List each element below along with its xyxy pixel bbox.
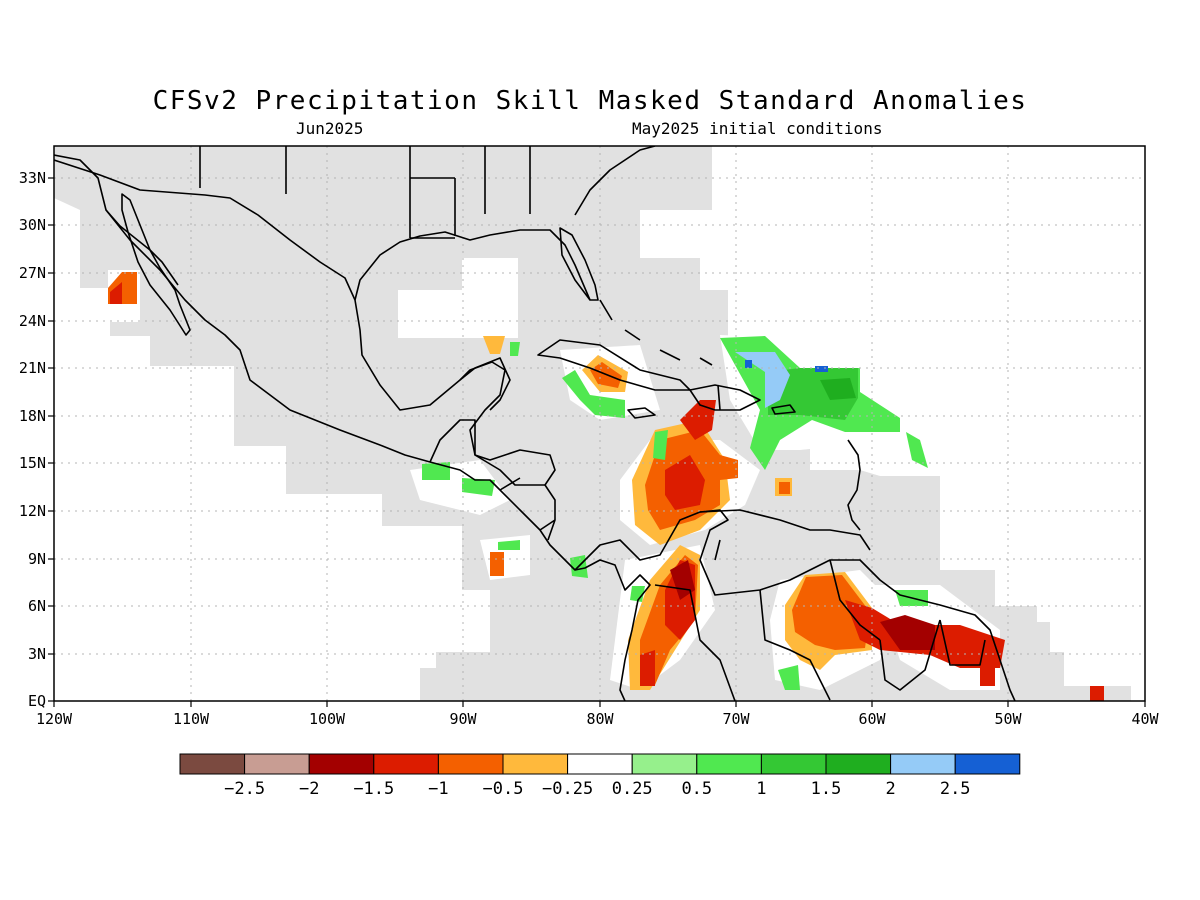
lat-label: 30N [19,216,46,234]
lon-label: 70W [722,710,750,728]
venezuela-coast [699,509,871,561]
us-mexico-border [54,159,356,301]
colorbar-swatch [890,753,956,775]
initial-conditions: May2025 initial conditions [632,119,883,138]
longitude-labels: 120W 110W 100W 90W 80W 70W 60W 50W 40W [36,710,1160,728]
colorbar-label: 2.5 [940,779,971,799]
colorbar-label: 0.25 [612,779,653,799]
jamaica [627,407,656,419]
colorbar-swatch [567,753,633,775]
gulf-coast-mexico [354,229,591,301]
lat-label: 18N [19,407,46,425]
colorbar-swatch [373,753,439,775]
lat-label: EQ [28,692,46,710]
lon-label: 90W [449,710,477,728]
lat-label: 9N [28,550,46,568]
colorbar-label: −2 [299,779,319,799]
colorbar-label: −2.5 [224,779,265,799]
lat-label: 27N [19,264,46,282]
us-states [199,146,531,239]
central-america-borders [474,454,556,531]
us-east-coast [574,146,656,216]
lat-label: 15N [19,454,46,472]
negative-anomalies [108,272,1104,701]
florida [559,227,599,301]
south-america-borders [654,559,986,701]
coastlines [54,146,1016,701]
colorbar-label: −0.25 [542,779,593,799]
colorbar-swatch [825,753,892,775]
puerto-rico [771,404,796,415]
colorbar-label: 0.5 [681,779,712,799]
colorbar-swatch [631,753,698,775]
hispaniola-border [717,384,721,411]
lat-label: 12N [19,502,46,520]
colorbar-swatch [308,753,375,775]
lon-label: 100W [309,710,346,728]
colorbar-swatch [696,753,762,775]
colorbar-label: −1 [428,779,448,799]
colorbar-label: 2 [885,779,895,799]
colorbar-label: −1.5 [353,779,394,799]
baja-california [121,193,191,336]
colorbar-label: −0.5 [483,779,524,799]
colorbar-swatch [954,753,1021,775]
gulf-of-california [105,209,179,286]
lon-label: 110W [173,710,210,728]
yucatan [459,357,511,411]
bahamas [599,299,713,366]
colorbar-swatch [760,753,827,775]
lat-label: 6N [28,597,46,615]
map-title: CFSv2 Precipitation Skill Masked Standar… [152,86,1028,116]
lon-label: 80W [586,710,614,728]
map-field [54,146,1131,701]
lat-label: 3N [28,645,46,663]
lon-label: 40W [1131,710,1159,728]
colorbar-label: 1.5 [811,779,842,799]
central-america-inner [429,419,556,541]
colorbar-label: 1 [756,779,766,799]
colorbar-swatch [179,753,246,775]
lon-label: 120W [36,710,73,728]
mexico-pacific-coast [54,154,651,701]
lat-label: 24N [19,312,46,330]
lat-label: 33N [19,169,46,187]
panama-colombia [574,509,1016,701]
latitude-labels: 33N 30N 27N 24N 21N 18N 15N 12N 9N 6N 3N… [19,169,46,710]
hispaniola [689,384,761,411]
tick-marks [48,177,1146,707]
colorbar-swatch [244,753,310,775]
colorbar-swatch [437,753,504,775]
forecast-month: Jun2025 [296,119,364,138]
colorbar: −2.5 −2 −1.5 −1 −0.5 −0.25 0.25 0.5 1 1.5 2 2.5 [179,753,1021,799]
colorbar-swatch [502,753,569,775]
lon-label: 60W [858,710,886,728]
lon-label: 50W [994,710,1022,728]
lesser-antilles [847,439,861,531]
lat-label: 21N [19,359,46,377]
